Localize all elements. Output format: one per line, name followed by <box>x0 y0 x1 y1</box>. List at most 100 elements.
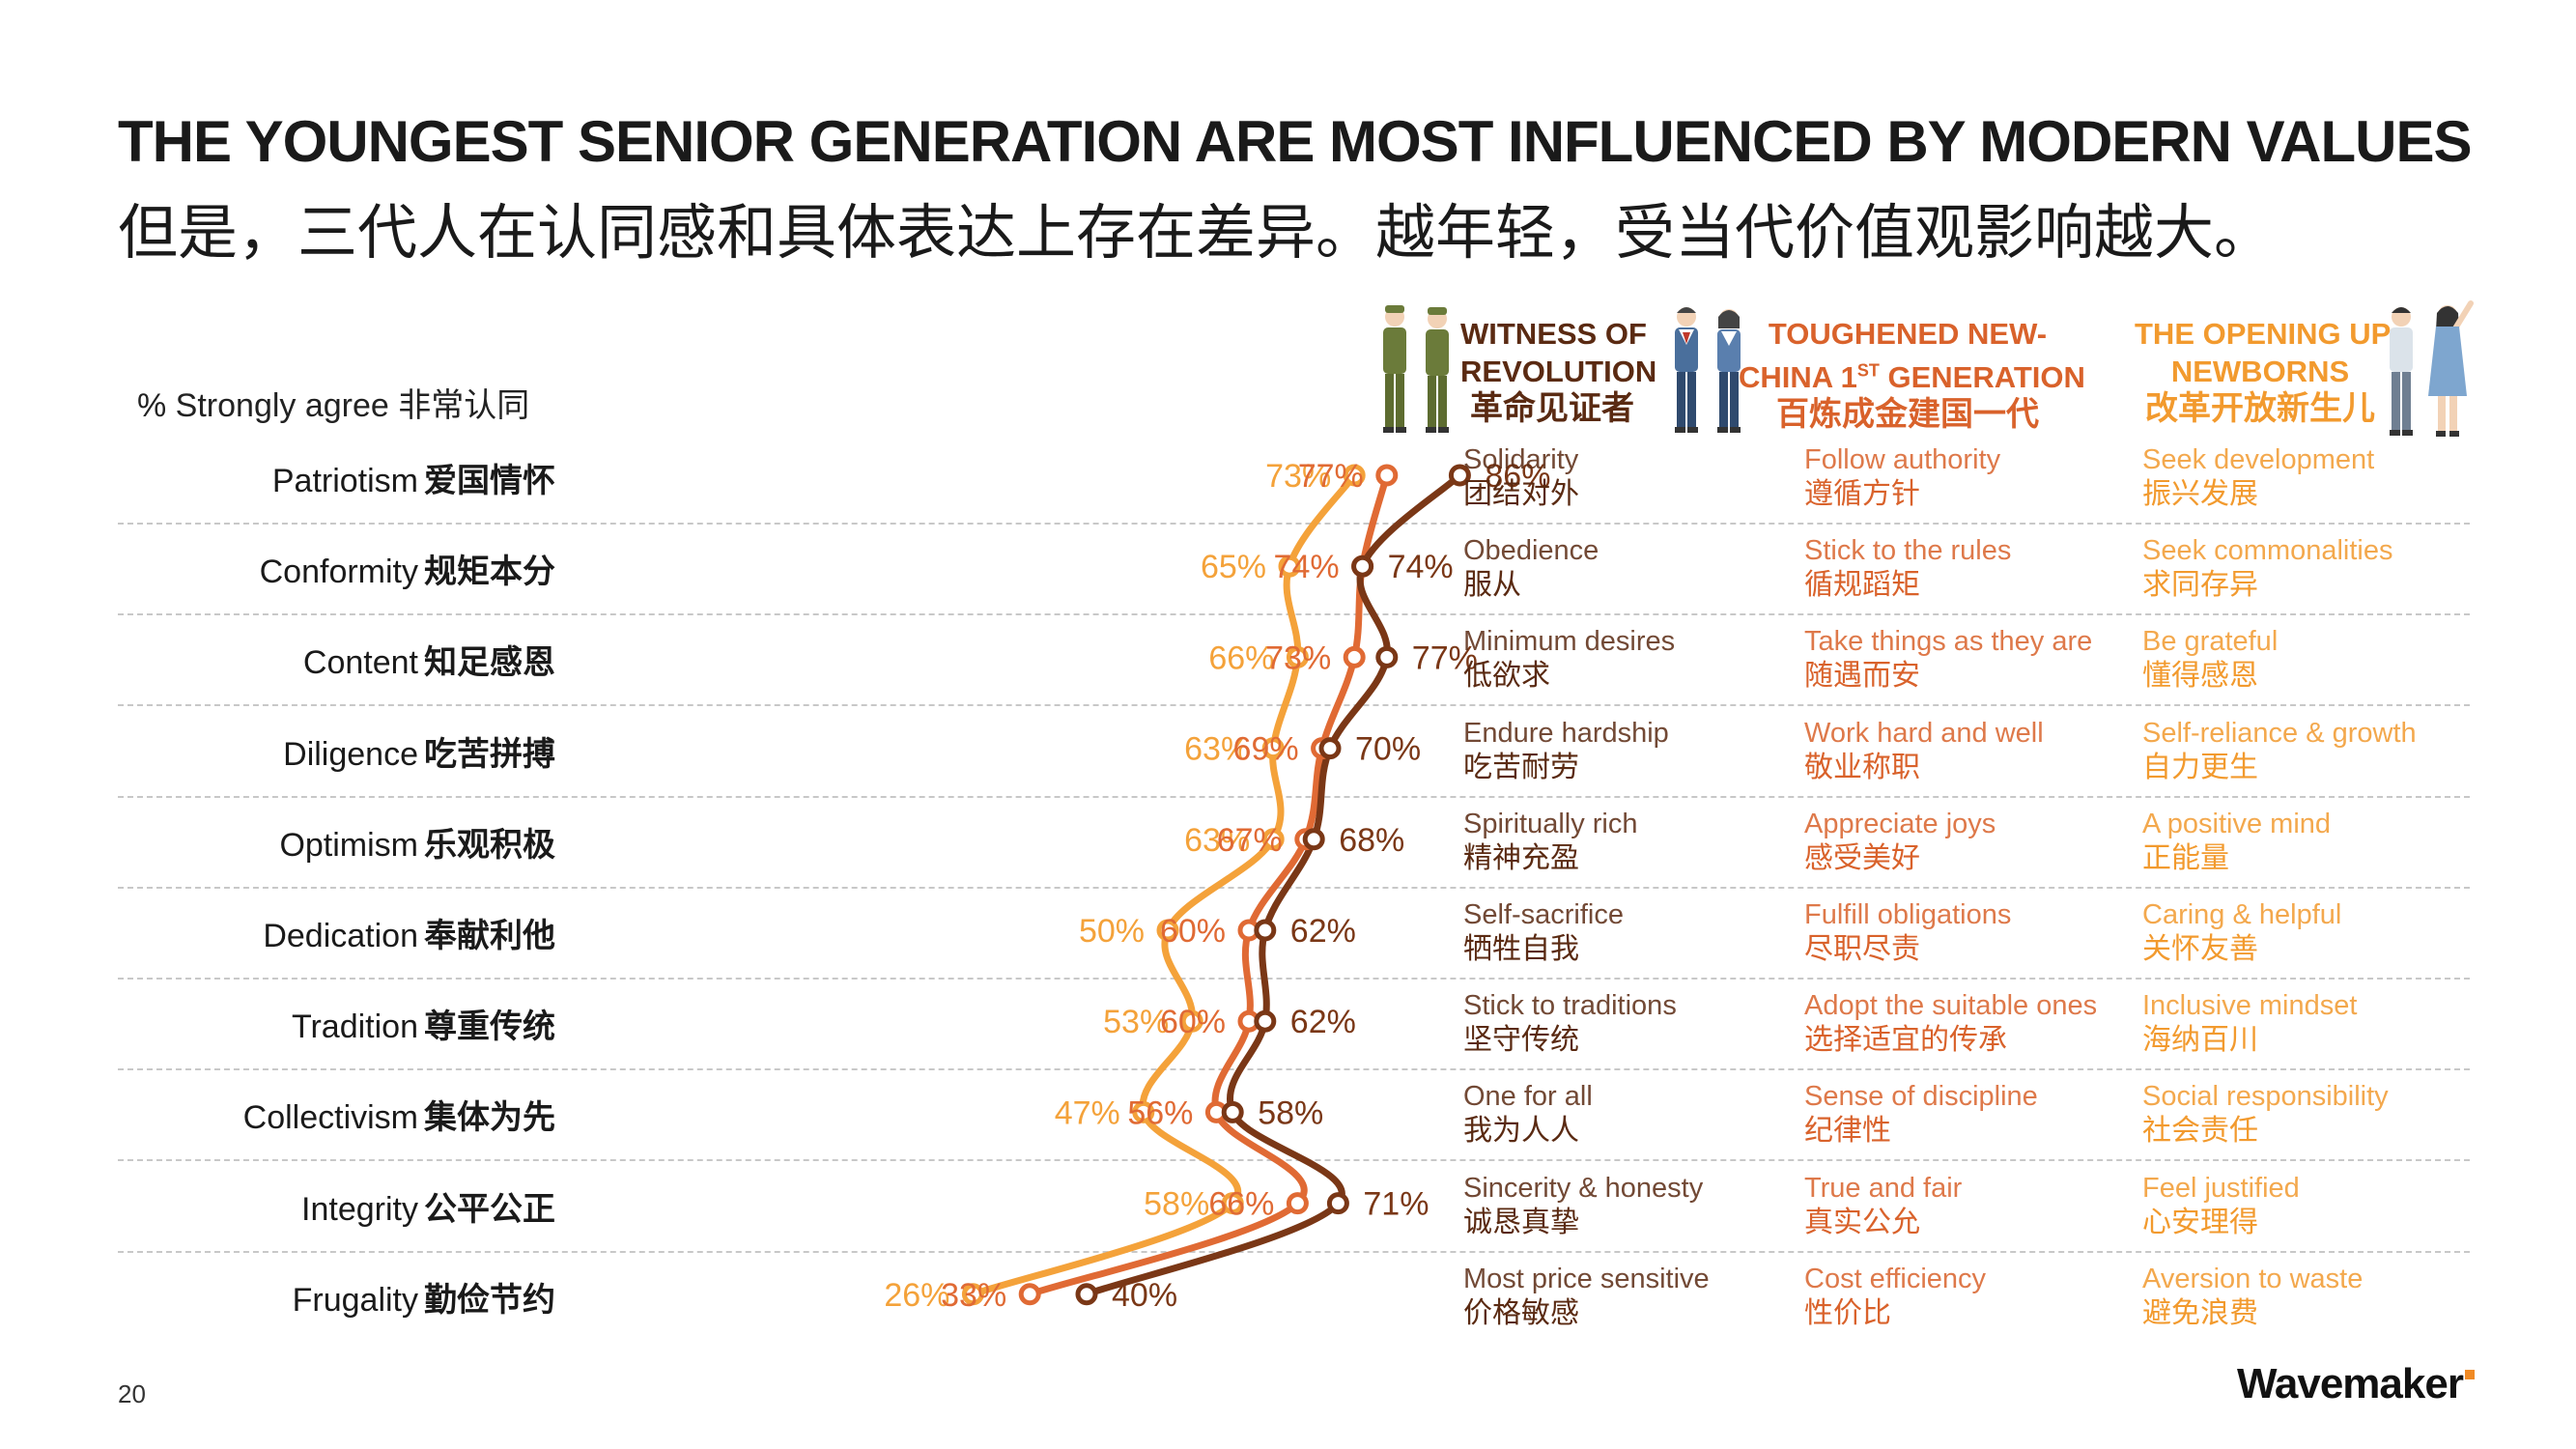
value-en: Seek commonalities <box>2142 535 2393 567</box>
data-point-opening-up <box>1180 1009 1203 1033</box>
value-en: Sincerity & honesty <box>1463 1172 1704 1204</box>
value-cn: 随遇而安 <box>1804 660 1920 693</box>
data-point-opening-up <box>1343 464 1366 487</box>
data-point-new-china <box>1343 645 1366 668</box>
data-label-opening-up: 63% <box>1184 822 1250 859</box>
value-cn: 服从 <box>1463 569 1521 602</box>
value-cell-revolution: Solidarity 团结对外 <box>1463 442 1579 512</box>
row-separator <box>118 1068 2470 1071</box>
value-en: Obedience <box>1463 535 1599 567</box>
data-label-revolution: 86% <box>1485 458 1550 495</box>
value-en: Self-sacrifice <box>1463 899 1624 930</box>
value-en: Caring & helpful <box>2142 899 2342 930</box>
generation-name-cn: 革命见证者 <box>1470 390 1634 427</box>
row-label-en: Content <box>302 644 418 682</box>
value-cell-revolution: Most price sensitive 价格敏感 <box>1463 1262 1710 1331</box>
data-point-new-china <box>1286 1192 1309 1215</box>
value-cn: 社会责任 <box>2142 1115 2258 1148</box>
value-en: Cost efficiency <box>1804 1263 1987 1294</box>
value-cn: 敬业称职 <box>1804 751 1920 783</box>
value-cell-new_china: Sense of discipline 纪律性 <box>1804 1079 2038 1149</box>
value-cn: 真实公允 <box>1804 1206 1920 1238</box>
data-point-revolution <box>1254 1009 1277 1033</box>
value-en: Stick to traditions <box>1463 990 1677 1022</box>
data-label-revolution: 70% <box>1355 731 1421 768</box>
data-label-revolution: 71% <box>1363 1186 1429 1223</box>
row-label-en: Optimism <box>279 826 418 864</box>
series-line-new-china <box>1026 471 1391 1298</box>
value-cn: 价格敏感 <box>1463 1296 1579 1329</box>
data-point-revolution <box>1221 1100 1244 1123</box>
data-point-opening-up <box>1261 828 1285 851</box>
data-point-new-china <box>1375 464 1399 487</box>
data-label-opening-up: 58% <box>1144 1186 1209 1223</box>
row-label-cn: 尊重传统 <box>424 1009 555 1046</box>
value-en: True and fair <box>1804 1172 1963 1204</box>
row-label-en: Integrity <box>301 1190 418 1228</box>
value-cn: 我为人人 <box>1463 1115 1579 1148</box>
value-en: Self-reliance & growth <box>2142 717 2417 749</box>
data-point-revolution <box>1375 645 1399 668</box>
value-cn: 精神充盈 <box>1463 841 1579 874</box>
generation-name-line1: WITNESS OF <box>1460 317 1647 351</box>
value-cn: 避免浪费 <box>2142 1296 2258 1329</box>
generation-header-opening-up: THE OPENING UP NEWBORNS 改革开放新生儿 <box>2135 315 2391 428</box>
row-separator <box>118 1159 2470 1162</box>
row-label-cn: 公平公正 <box>424 1190 555 1228</box>
wavemaker-logo: Wavemaker <box>2237 1360 2475 1408</box>
value-en: Most price sensitive <box>1463 1263 1710 1294</box>
value-cell-new_china: Appreciate joys 感受美好 <box>1804 807 1996 876</box>
row-label-content: Content 知足感恩 <box>303 636 555 683</box>
value-en: Appreciate joys <box>1804 808 1996 839</box>
data-point-opening-up <box>961 1283 984 1306</box>
value-cell-opening_up: Social responsibility 社会责任 <box>2142 1079 2389 1149</box>
value-en: Take things as they are <box>1804 626 2093 658</box>
value-cell-new_china: Fulfill obligations 尽职尽责 <box>1804 897 2011 967</box>
row-label-cn: 乐观积极 <box>424 826 555 864</box>
two-workers-illustration <box>1675 307 1741 433</box>
row-label-cn: 奉献利他 <box>424 918 555 954</box>
page-number: 20 <box>118 1379 146 1408</box>
value-en: Feel justified <box>2142 1172 2300 1204</box>
data-point-opening-up <box>1156 919 1179 942</box>
row-label-optimism: Optimism 乐观积极 <box>279 818 555 866</box>
row-separator <box>118 1250 2470 1253</box>
row-label-integrity: Integrity 公平公正 <box>301 1182 555 1230</box>
row-label-en: Patriotism <box>271 463 418 499</box>
generation-header-revolution: WITNESS OF REVOLUTION 革命见证者 <box>1460 315 1656 428</box>
value-cn: 诚恳真挚 <box>1463 1206 1579 1238</box>
value-en: Follow authority <box>1804 444 2001 475</box>
value-cell-new_china: Cost efficiency 性价比 <box>1804 1262 1986 1331</box>
data-point-new-china <box>1018 1283 1041 1306</box>
generation-name-line1: THE OPENING UP <box>2135 317 2392 351</box>
value-en: Sense of discipline <box>1804 1081 2038 1113</box>
data-label-new-china: 60% <box>1160 1004 1226 1040</box>
data-point-opening-up <box>1221 1192 1244 1215</box>
value-en: Adopt the suitable ones <box>1804 990 2098 1022</box>
value-cn: 尽职尽责 <box>1804 933 1920 965</box>
row-label-patriotism: Patriotism 爱国情怀 <box>272 454 555 501</box>
data-label-opening-up: 26% <box>884 1277 949 1314</box>
data-label-new-china: 56% <box>1127 1094 1193 1131</box>
row-label-conformity: Conformity 规矩本分 <box>260 545 555 592</box>
data-label-opening-up: 65% <box>1201 549 1266 585</box>
value-en: Inclusive mindset <box>2142 990 2358 1022</box>
value-en: A positive mind <box>2142 808 2332 839</box>
data-point-opening-up <box>1261 737 1285 760</box>
value-cell-revolution: Endure hardship 吃苦耐劳 <box>1463 716 1669 785</box>
value-cell-opening_up: Inclusive mindset 海纳百川 <box>2142 988 2357 1058</box>
generation-name-line2: CHINA 1ST GENERATION <box>1739 360 2085 395</box>
value-cell-new_china: Work hard and well 敬业称职 <box>1804 716 2044 785</box>
value-cn: 海纳百川 <box>2142 1024 2258 1057</box>
row-separator <box>118 704 2470 707</box>
data-label-revolution: 40% <box>1112 1277 1177 1314</box>
value-cell-opening_up: Caring & helpful 关怀友善 <box>2142 897 2341 967</box>
value-cn: 心安理得 <box>2142 1206 2258 1238</box>
value-cell-new_china: Stick to the rules 循规蹈矩 <box>1804 533 2011 603</box>
data-point-opening-up <box>1278 554 1301 578</box>
row-label-cn: 勤俭节约 <box>424 1281 555 1319</box>
data-label-opening-up: 66% <box>1208 639 1274 676</box>
data-label-new-china: 74% <box>1274 549 1340 585</box>
value-cell-opening_up: Seek development 振兴发展 <box>2142 442 2374 512</box>
